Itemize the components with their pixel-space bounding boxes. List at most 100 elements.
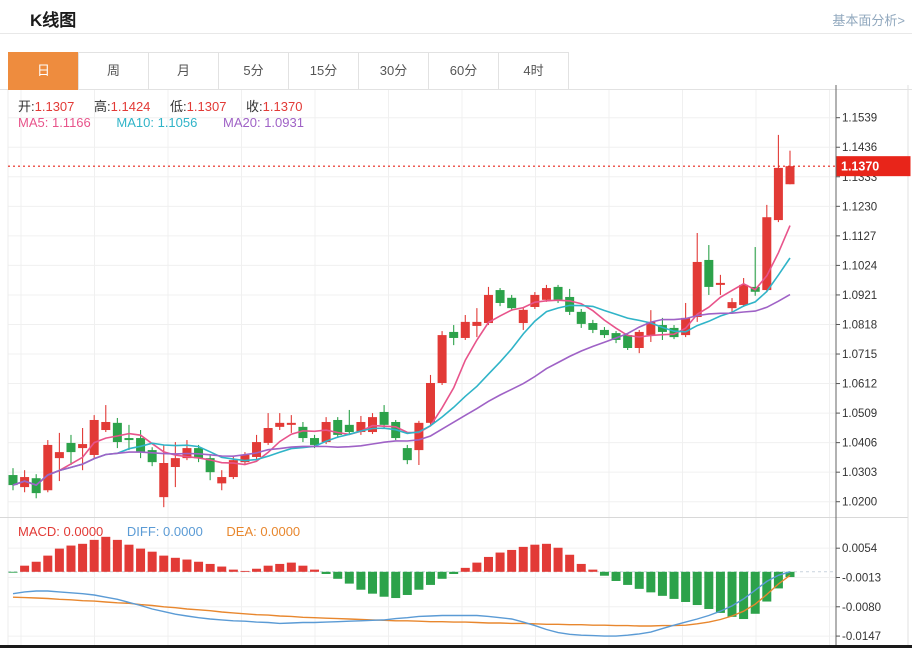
macd-bar [530, 544, 540, 572]
macd-bar [785, 571, 795, 578]
low-value: 1.1307 [186, 99, 227, 114]
macd-bar [634, 571, 644, 589]
diff-line [12, 571, 791, 637]
ma20-line [12, 293, 791, 487]
price-tick-label: 1.0200 [842, 497, 877, 509]
macd-bar [124, 544, 134, 572]
ohlc-bar: 开:1.1307 高:1.1424 低:1.1307 收:1.1370 [18, 96, 318, 115]
macd-tick-label: 0.0054 [842, 543, 878, 555]
macd-bar [275, 563, 285, 572]
dea-line [12, 574, 791, 627]
macd-bar [170, 557, 180, 572]
macd-bar [739, 571, 749, 620]
ma10-value: 1.1056 [157, 115, 198, 130]
price-tick-label: 1.0612 [842, 379, 877, 391]
tab-30分[interactable]: 30分 [358, 52, 429, 90]
candle [356, 421, 366, 433]
macd-bar [20, 565, 30, 572]
candle [692, 261, 702, 318]
candle [507, 297, 517, 309]
candle [78, 444, 88, 449]
candle [611, 333, 621, 340]
bottom-border [0, 645, 912, 648]
price-tick-label: 1.0303 [842, 467, 877, 479]
low-label: 低: [170, 99, 187, 114]
candle [646, 321, 656, 336]
macd-axis-labels: 0.0054 -0.0013 -0.0080 -0.0147 [836, 543, 881, 643]
candle [344, 424, 354, 433]
macd-bar [669, 571, 679, 599]
price-tick-label: 1.0921 [842, 290, 877, 302]
candle [402, 448, 412, 461]
candle [136, 438, 146, 453]
macd-bar [588, 569, 598, 572]
macd-bar [89, 539, 99, 572]
candle [321, 421, 331, 443]
macd-bar [263, 565, 273, 572]
dea-label: DEA: [226, 524, 257, 539]
macd-bar [54, 548, 64, 572]
price-tick-label: 1.1127 [842, 231, 876, 243]
tab-日[interactable]: 日 [8, 52, 79, 90]
candle [240, 454, 250, 463]
candle [286, 422, 296, 425]
candle [553, 286, 563, 300]
candle [54, 452, 64, 459]
tab-4时[interactable]: 4时 [498, 52, 569, 90]
macd-bar [437, 571, 447, 579]
macd-bar [136, 548, 146, 572]
macd-bar [217, 566, 227, 572]
candle [565, 296, 575, 312]
macd-bar [762, 571, 772, 602]
current-price-value: 1.1370 [841, 160, 879, 174]
candle [379, 411, 389, 425]
tab-月[interactable]: 月 [148, 52, 219, 90]
tab-15分[interactable]: 15分 [288, 52, 359, 90]
macd-bar [402, 571, 412, 595]
candle [414, 422, 424, 451]
candle [310, 438, 320, 445]
macd-bar [344, 571, 354, 584]
macd-tick-label: -0.0080 [842, 602, 881, 614]
tab-5分[interactable]: 5分 [218, 52, 289, 90]
macd-bar [252, 568, 262, 572]
price-tick-label: 1.1024 [842, 260, 878, 272]
candle [425, 382, 435, 423]
candle [147, 450, 157, 463]
macd-bar [460, 567, 470, 572]
candle [252, 442, 262, 457]
macd-bar [518, 546, 528, 572]
macd-bar [101, 536, 111, 572]
fundamental-analysis-link[interactable]: 基本面分析> [832, 13, 905, 28]
macd-bar [78, 543, 88, 572]
macd-bar [495, 552, 505, 572]
candle [681, 317, 691, 336]
macd-label: MACD: [18, 524, 60, 539]
candle [263, 428, 273, 443]
macd-bar [541, 543, 551, 572]
candle [66, 442, 76, 453]
chart-frame [0, 85, 912, 648]
macd-bar [159, 555, 169, 572]
candle [368, 417, 378, 433]
macd-bar [310, 569, 320, 572]
candle [657, 325, 667, 332]
macd-bar [333, 571, 343, 579]
candle [8, 475, 18, 486]
candle [275, 422, 285, 427]
candle [298, 426, 308, 439]
macd-bar [31, 561, 41, 572]
tab-周[interactable]: 周 [78, 52, 149, 90]
tab-60分[interactable]: 60分 [428, 52, 499, 90]
macd-bar [727, 571, 737, 617]
price-tick-label: 1.1436 [842, 142, 877, 154]
high-label: 高: [94, 99, 111, 114]
ma10-line [12, 257, 791, 487]
candle [228, 460, 238, 478]
candle [623, 335, 633, 348]
close-value: 1.1370 [262, 99, 303, 114]
candle [449, 331, 459, 338]
macd-bar [623, 571, 633, 585]
macd-bar [425, 571, 435, 585]
